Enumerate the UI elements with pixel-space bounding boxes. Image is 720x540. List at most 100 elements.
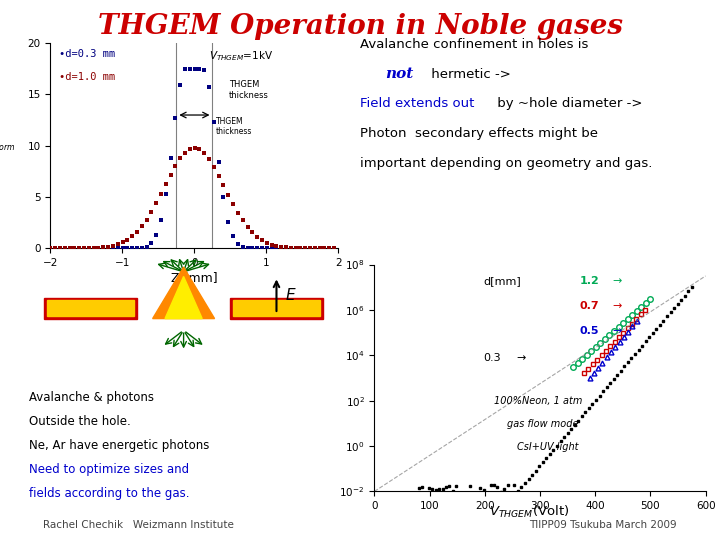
Point	[294, 244, 306, 253]
Point	[290, 244, 302, 252]
Point	[83, 244, 94, 253]
Text: Field extends out: Field extends out	[360, 97, 474, 110]
Bar	[230, 298, 323, 319]
Point	[305, 244, 316, 253]
Text: →: →	[517, 353, 526, 363]
Point	[266, 244, 277, 253]
Point	[189, 144, 200, 152]
Point	[232, 208, 243, 217]
Text: →: →	[613, 301, 622, 311]
Point	[78, 244, 90, 253]
Text: →: →	[613, 276, 622, 286]
Bar	[45, 298, 137, 319]
Text: THGEM
thickness: THGEM thickness	[216, 117, 253, 137]
Text: fields according to the gas.: fields according to the gas.	[29, 487, 189, 500]
Point	[203, 154, 215, 163]
Point	[64, 244, 76, 253]
Text: 1.2: 1.2	[580, 276, 600, 286]
Point	[88, 244, 99, 253]
Point	[300, 244, 311, 253]
Point	[194, 65, 205, 73]
Text: d[mm]: d[mm]	[484, 276, 521, 286]
Point	[141, 242, 153, 251]
Text: $V_{THGEM}$(Volt): $V_{THGEM}$(Volt)	[489, 504, 570, 520]
Point	[285, 244, 297, 253]
Point	[97, 243, 109, 252]
Point	[117, 238, 128, 247]
Text: →: →	[613, 326, 622, 336]
Point	[285, 244, 297, 252]
Point	[145, 239, 157, 247]
Point	[165, 170, 176, 179]
Point	[59, 244, 71, 253]
Point	[68, 244, 80, 253]
Text: $E_{norm}$: $E_{norm}$	[0, 139, 16, 153]
Point	[222, 217, 234, 226]
Point	[179, 65, 191, 73]
Text: hermetic ->: hermetic ->	[427, 68, 510, 80]
Text: 0.7: 0.7	[580, 301, 599, 311]
Text: Avalanche & photons: Avalanche & photons	[29, 392, 154, 404]
Point	[165, 153, 176, 162]
Text: Ne, Ar have energetic photons: Ne, Ar have energetic photons	[29, 439, 210, 452]
Point	[232, 239, 243, 248]
Point	[271, 241, 282, 250]
Point	[256, 236, 268, 245]
Point	[256, 244, 268, 253]
Point	[50, 244, 61, 253]
Point	[237, 242, 248, 251]
Point	[319, 244, 330, 253]
Text: •d=0.3 mm: •d=0.3 mm	[59, 49, 115, 59]
Point	[246, 244, 258, 253]
Point	[102, 242, 114, 251]
Point	[294, 244, 306, 253]
Point	[127, 244, 138, 253]
Point	[93, 244, 104, 253]
Point	[228, 232, 239, 240]
Point	[107, 244, 119, 253]
Point	[136, 222, 148, 231]
Point	[59, 244, 71, 253]
Point	[160, 180, 171, 188]
Point	[45, 244, 56, 253]
Bar	[233, 300, 320, 316]
Point	[156, 215, 167, 224]
Point	[323, 244, 335, 253]
Point	[276, 242, 287, 251]
Point	[179, 148, 191, 157]
Point	[127, 232, 138, 241]
Point	[208, 163, 220, 171]
Text: not: not	[385, 68, 413, 82]
Point	[290, 244, 302, 253]
Point	[300, 244, 311, 253]
Point	[242, 222, 253, 231]
Point	[50, 244, 61, 253]
Point	[117, 244, 128, 253]
Point	[189, 65, 200, 73]
Point	[68, 244, 80, 253]
Point	[150, 231, 162, 239]
Text: Need to optimize sizes and: Need to optimize sizes and	[29, 463, 189, 476]
Point	[323, 244, 335, 253]
Point	[54, 244, 66, 253]
Point	[314, 244, 325, 253]
Point	[237, 216, 248, 225]
Text: important depending on geometry and gas.: important depending on geometry and gas.	[360, 157, 652, 170]
Text: by ~hole diameter ->: by ~hole diameter ->	[493, 97, 643, 110]
Point	[261, 238, 273, 247]
Point	[73, 244, 85, 253]
Text: E: E	[286, 288, 295, 303]
Point	[217, 181, 229, 190]
Point	[305, 244, 316, 253]
Point	[222, 191, 234, 199]
Point	[83, 244, 94, 253]
Text: THGEM Operation in Noble gases: THGEM Operation in Noble gases	[97, 14, 623, 40]
Text: TIIPP09 Tsukuba March 2009: TIIPP09 Tsukuba March 2009	[529, 520, 677, 530]
Point	[266, 240, 277, 249]
Point	[97, 244, 109, 253]
Text: 0.3: 0.3	[484, 353, 501, 363]
Point	[88, 244, 99, 252]
Point	[328, 244, 340, 253]
Text: Avalanche confinement in holes is: Avalanche confinement in holes is	[360, 38, 588, 51]
Point	[136, 244, 148, 252]
